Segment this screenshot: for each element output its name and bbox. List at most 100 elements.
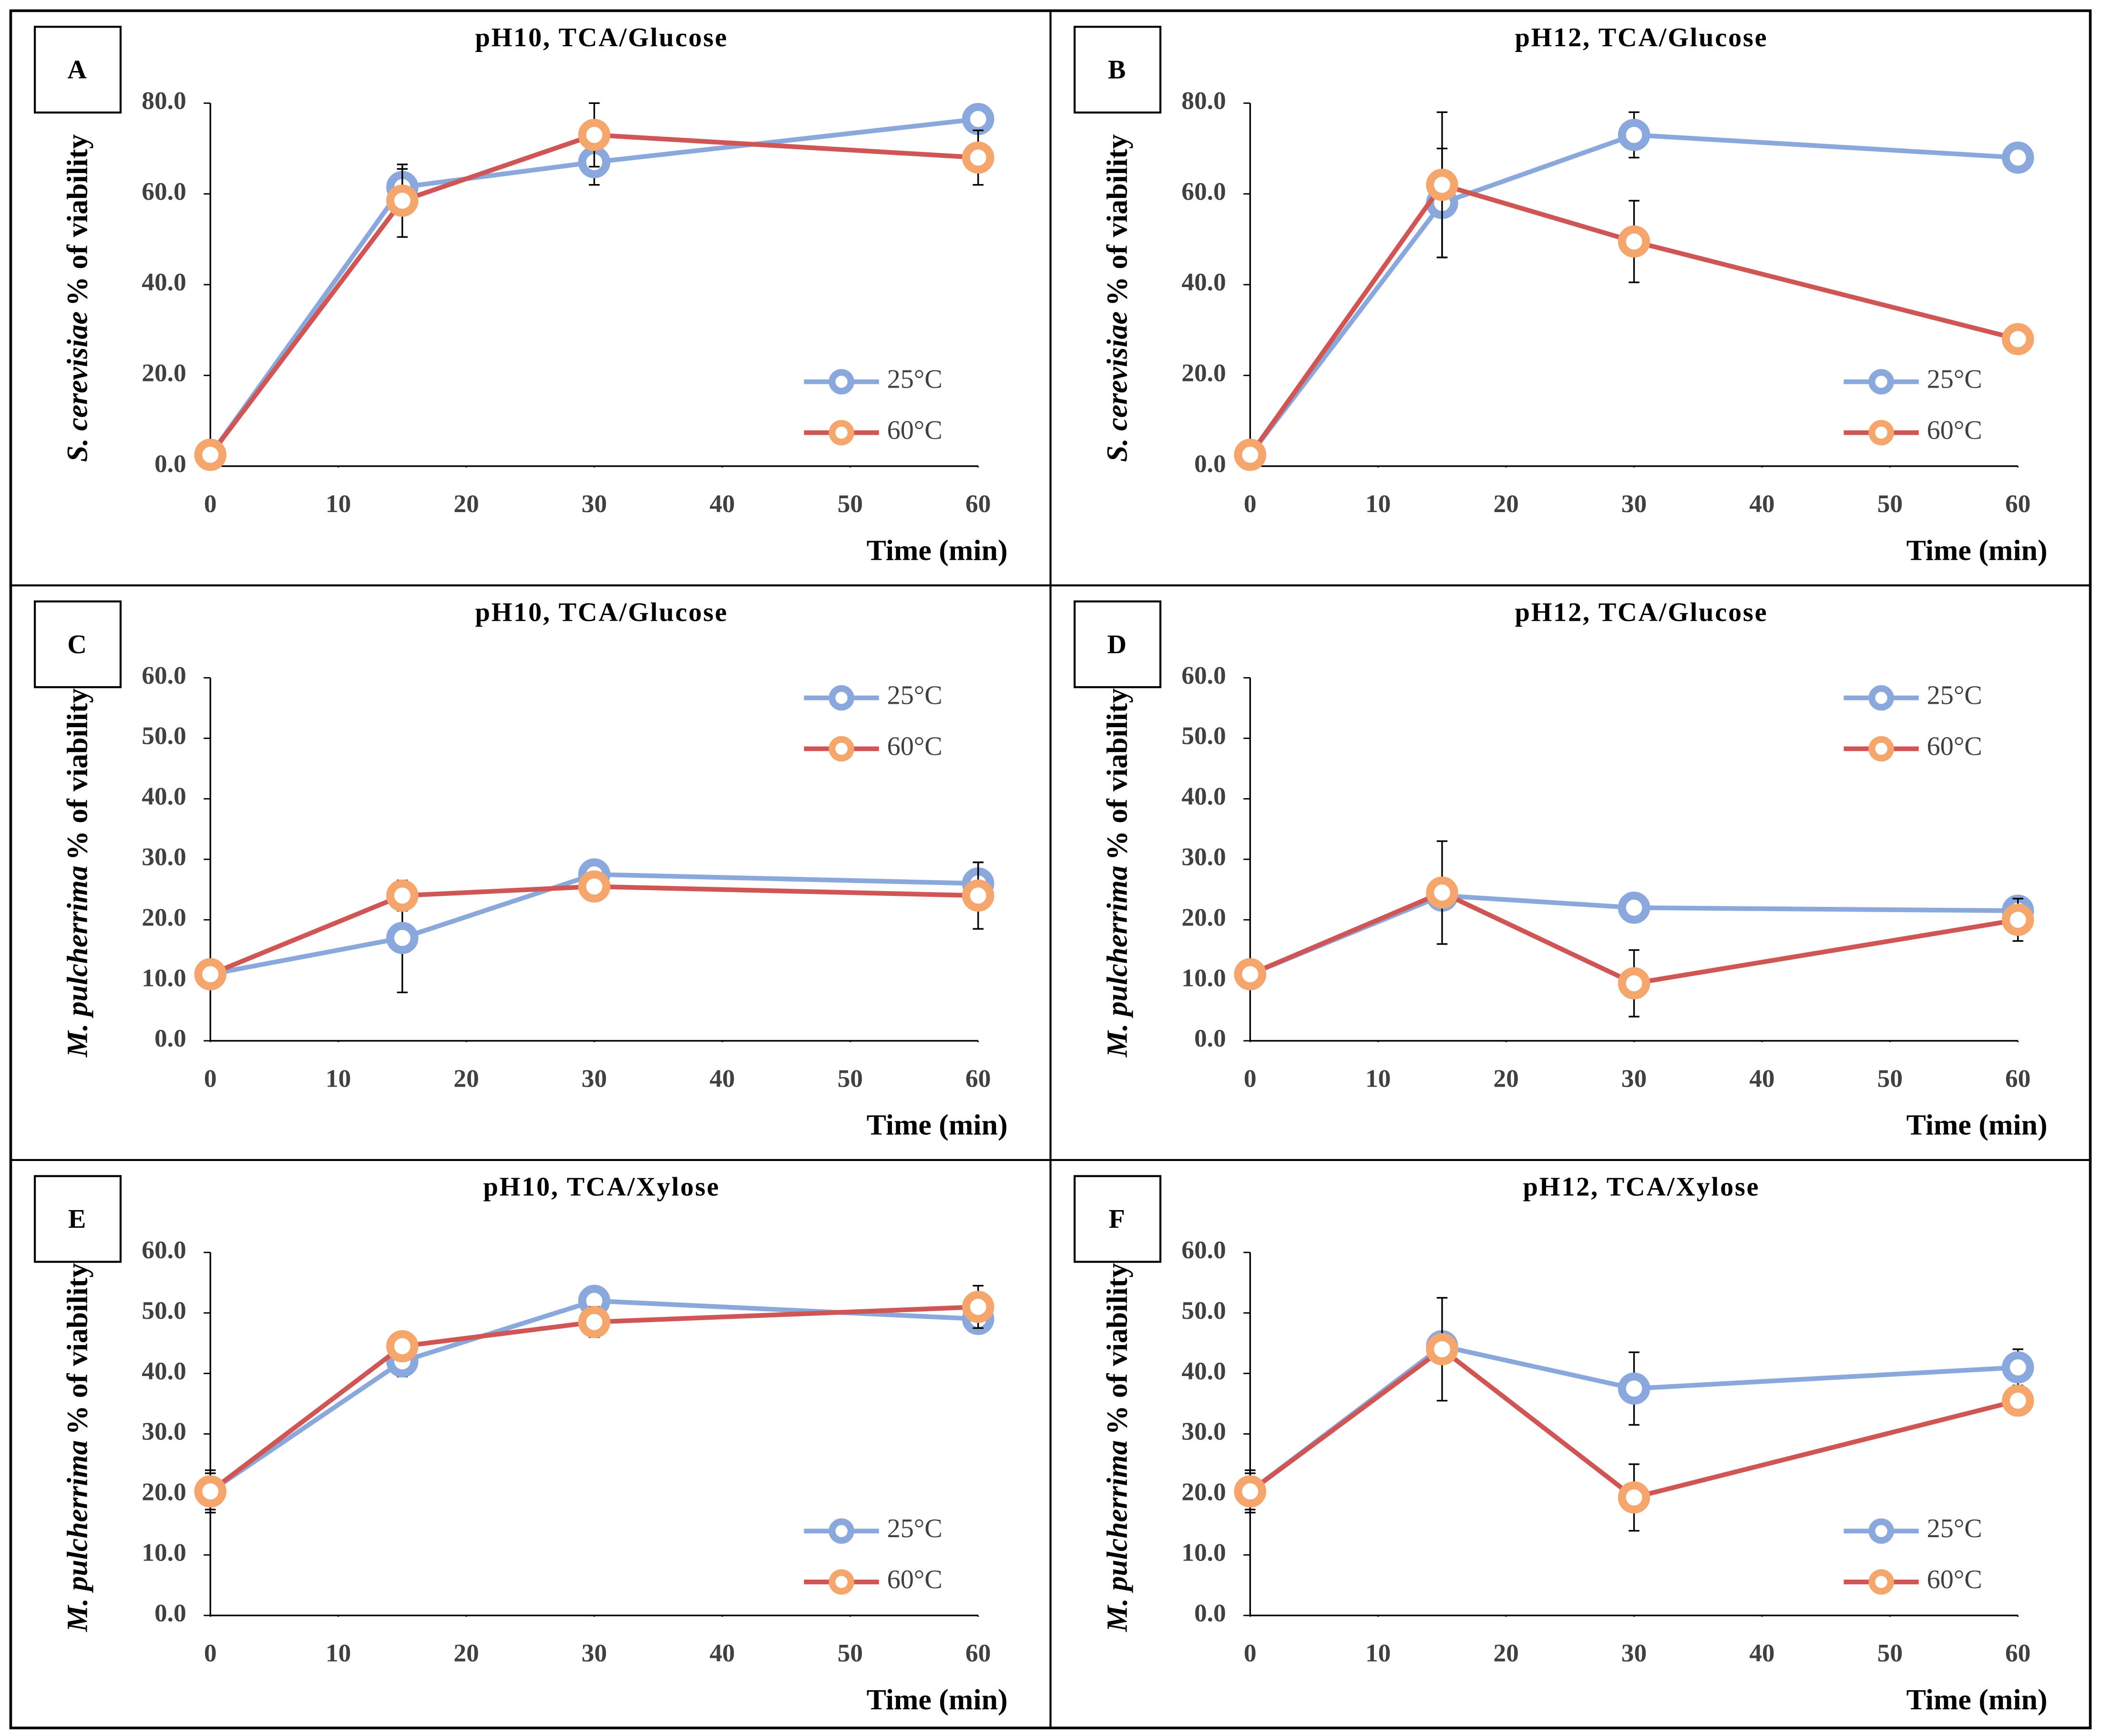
data-point [2002,904,2034,936]
y-tick-label: 50.0 [142,1296,186,1325]
legend-label: 25°C [887,365,943,394]
x-tick-label: 50 [1877,489,1903,518]
x-tick-label: 20 [453,1064,479,1092]
y-axis-label-text: % of viability [1101,688,1134,860]
legend-marker [1868,685,1894,711]
y-axis-label: S. cerevisiae % of viability [1101,134,1134,462]
legend-marker [1868,420,1894,446]
x-tick-label: 50 [838,1064,863,1092]
x-tick-label: 60 [2005,489,2030,518]
series-line [1249,890,2019,986]
panel-label-box [1073,1175,1162,1263]
y-tick-label: 50.0 [1181,721,1226,750]
data-point [962,1291,994,1323]
y-tick-label: 0.0 [1194,449,1226,478]
x-tick-label: 40 [1749,1064,1774,1092]
y-tick-label: 20.0 [1181,359,1226,387]
x-axis-label: Time (min) [867,1684,1008,1716]
y-tick-label: 20.0 [1181,903,1226,931]
data-point [386,879,419,912]
data-point [194,958,226,991]
data-point [1234,439,1267,471]
legend-marker [829,685,854,711]
x-tick-label: 40 [1749,489,1774,518]
y-tick-label: 60.0 [1181,177,1226,205]
y-axis-label: M. pulcherrima % of viability [1101,688,1134,1058]
data-point [194,439,226,471]
x-tick-label: 0 [204,1064,217,1092]
legend-label: 60°C [887,731,943,761]
y-tick-label: 40.0 [142,267,186,296]
chart-panel: pH10, TCA/Glucose C 0.0 10.0 20.0 30.0 40.0 50.… [33,597,1008,1141]
x-axis-label: Time (min) [1906,1109,2048,1141]
y-tick-label: 0.0 [1194,1598,1226,1627]
x-tick-label: 0 [1244,1064,1257,1092]
chart-title: pH12, TCA/Glucose [1515,23,1768,52]
chart-title: pH12, TCA/Xylose [1523,1172,1760,1202]
panel-label: A [67,55,88,85]
legend-marker [829,1569,854,1595]
y-axis-label: S. cerevisiae % of viability [61,134,94,462]
y-tick-label: 30.0 [1181,1417,1226,1446]
legend-marker [1868,369,1894,395]
x-tick-label: 60 [965,1064,991,1092]
chart-title: pH10, TCA/Xylose [483,1172,720,1202]
legend-label: 60°C [1927,731,1982,761]
data-point [1618,892,1650,924]
y-tick-label: 20.0 [142,359,186,387]
y-tick-label: 20.0 [1181,1478,1226,1506]
x-tick-label: 50 [1877,1639,1903,1667]
data-point [194,1475,226,1508]
x-tick-label: 10 [1365,1064,1391,1092]
x-tick-label: 60 [965,1639,991,1667]
x-tick-label: 10 [326,1064,351,1092]
x-tick-label: 30 [1621,489,1647,518]
series-line [208,132,979,456]
y-axis-label-species: M. pulcherrima [1101,1440,1134,1633]
y-tick-label: 20.0 [142,1478,186,1506]
y-tick-label: 0.0 [154,449,186,478]
data-point [1618,1481,1650,1514]
chart-title: pH10, TCA/Glucose [475,597,728,627]
x-tick-label: 20 [1493,1064,1518,1092]
y-tick-label: 40.0 [142,782,186,811]
y-tick-label: 50.0 [1181,1296,1226,1325]
x-tick-label: 40 [709,489,735,518]
x-tick-label: 30 [582,489,607,518]
x-tick-label: 10 [326,1639,351,1667]
y-tick-label: 10.0 [142,963,186,992]
x-tick-label: 30 [582,1064,607,1092]
panel-label-box [33,26,122,114]
x-tick-label: 0 [1244,1639,1257,1667]
x-axis-label: Time (min) [867,1109,1008,1141]
y-tick-label: 10.0 [1181,963,1226,992]
series-line [1248,132,2019,456]
y-tick-label: 40.0 [1181,267,1226,296]
data-point [1234,1475,1267,1508]
x-axis-label: Time (min) [1906,1684,2048,1716]
y-tick-label: 0.0 [154,1024,186,1052]
series-line [210,872,978,977]
y-tick-label: 40.0 [142,1356,186,1385]
y-tick-label: 60.0 [142,1235,186,1264]
legend-label: 25°C [1927,365,1982,394]
panel-label-box [1073,26,1162,114]
y-tick-label: 0.0 [154,1598,186,1627]
x-tick-label: 10 [1365,489,1391,518]
x-tick-label: 40 [709,1064,735,1092]
y-tick-label: 30.0 [142,842,186,871]
data-point [386,922,419,954]
data-point [578,870,611,903]
series-line [209,1298,978,1494]
data-point [1618,119,1650,151]
x-tick-label: 60 [965,489,991,518]
y-tick-label: 60.0 [142,661,186,689]
x-tick-label: 60 [2005,1064,2030,1092]
y-axis-label: M. pulcherrima % of viability [61,688,94,1058]
y-axis-label-species: S. cerevisiae [1101,311,1134,462]
data-point [2002,323,2034,355]
y-tick-label: 30.0 [1181,842,1226,871]
data-point [2002,141,2034,174]
data-point [1618,1372,1650,1405]
y-axis-label-text: % of viability [61,134,94,306]
